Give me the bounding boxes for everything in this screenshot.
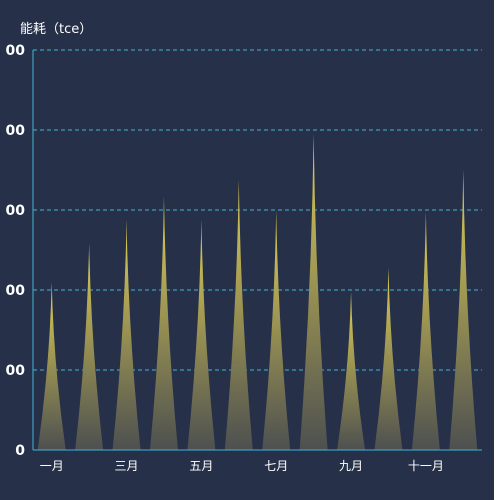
x-tick-label: 十一月 [408, 459, 444, 473]
y-axis-title: 能耗（tce） [20, 22, 93, 37]
bar-6 [224, 179, 253, 450]
x-tick-label: 五月 [189, 459, 213, 473]
x-tick-label: 七月 [264, 459, 288, 473]
y-tick-label: 0 [15, 443, 25, 459]
bar-12 [449, 170, 478, 450]
bar-2 [75, 242, 104, 450]
bar-7 [262, 210, 291, 450]
y-tick-label: 00 [6, 203, 26, 219]
x-tick-label: 九月 [339, 459, 363, 473]
bar-5 [187, 219, 216, 450]
bar-8 [299, 134, 328, 450]
y-tick-label: 00 [6, 123, 26, 139]
bar-3 [112, 219, 141, 450]
y-tick-label: 00 [6, 283, 26, 299]
bar-9 [337, 291, 366, 450]
x-tick-label: 三月 [115, 459, 139, 473]
bar-1 [37, 282, 66, 450]
page-edge [494, 0, 500, 500]
bar-4 [149, 196, 178, 450]
x-tick-label: 一月 [40, 459, 64, 473]
y-tick-label: 00 [6, 363, 26, 379]
bar-11 [411, 211, 440, 450]
bar-10 [374, 267, 403, 450]
y-tick-label: 00 [6, 43, 26, 59]
